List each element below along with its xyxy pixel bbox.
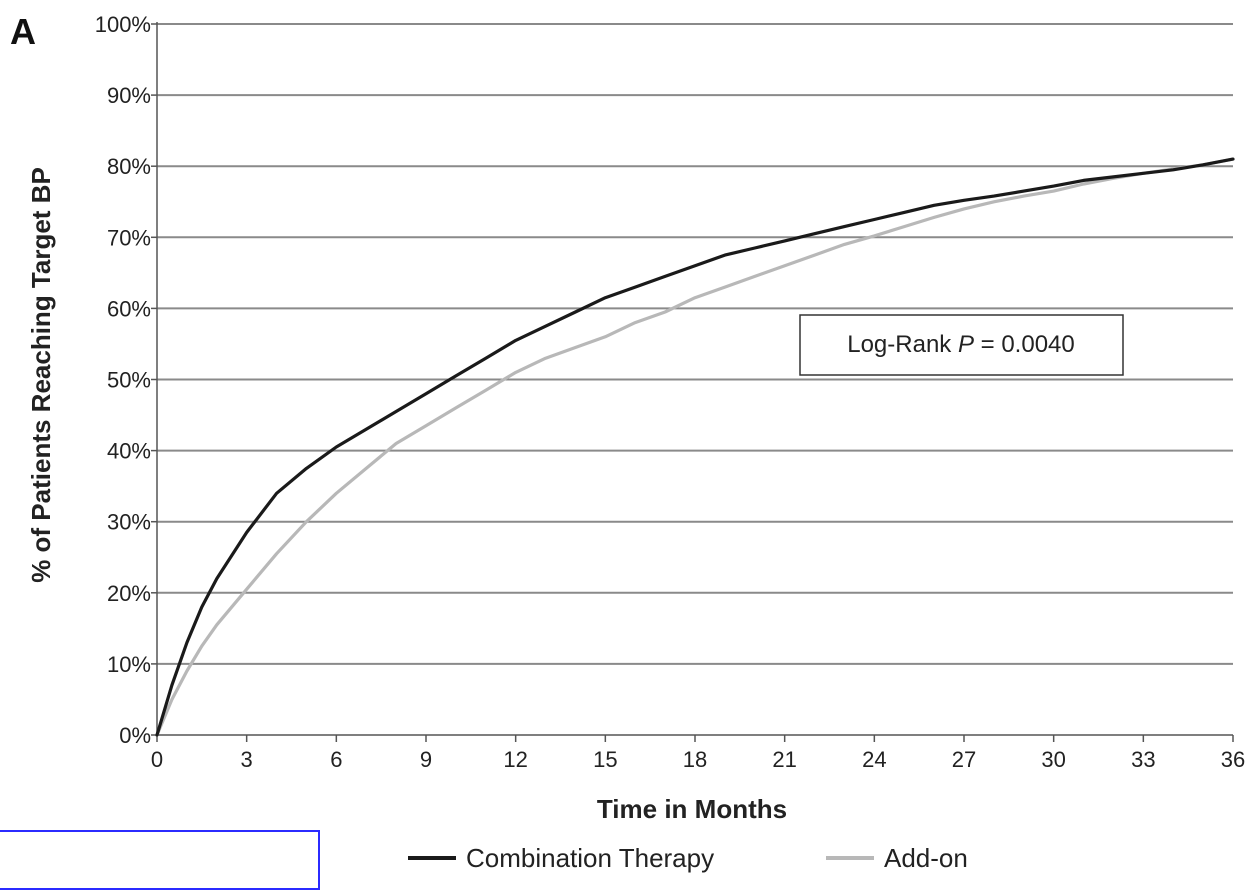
y-axis-title: % of Patients Reaching Target BP [26,167,56,583]
tick-labels: 0%10%20%30%40%50%60%70%80%90%100%0 3 6 9 12 1… [95,12,1246,772]
y-tick-label: 80% [107,154,151,179]
annotation-text: Log-Rank P = 0.0040 [847,331,1075,358]
x-tick-label: 3 [241,747,253,772]
annotation-prefix: Log-Rank [847,331,958,358]
legend-item-addon: Add-on [826,843,968,873]
y-tick-label: 10% [107,652,151,677]
x-tick-label: 24 [862,747,886,772]
x-tick-label: 21 [772,747,796,772]
legend-item-combination: Combination Therapy [408,843,714,873]
x-tick-label: 9 [420,747,432,772]
x-tick-label: 15 [593,747,617,772]
y-tick-label: 70% [107,225,151,250]
grid-lines [157,23,1233,665]
legend-label-combination: Combination Therapy [466,843,714,873]
y-tick-label: 50% [107,368,151,393]
x-tick-label: 6 [330,747,342,772]
annotation-frame [799,314,1124,376]
legend: Combination Therapy Add-on [408,843,968,873]
y-tick-label: 30% [107,510,151,535]
x-tick-label: 36 [1221,747,1245,772]
y-tick-label: 100% [95,12,151,37]
y-tick-label: 90% [107,83,151,108]
x-axis-title: Time in Months [597,794,787,824]
y-tick-label: 60% [107,296,151,321]
panel-label: A [10,11,36,52]
series-line-combination-therapy [155,157,1235,737]
series-lines [155,157,1235,737]
x-tick-label: 12 [503,747,527,772]
annotation-box: Log-Rank P = 0.0040 [799,314,1124,376]
y-tick-label: 40% [107,439,151,464]
y-tick-label: 20% [107,581,151,606]
annotation-value: = 0.0040 [974,331,1075,358]
series-line-add-on [155,157,1235,737]
x-tick-label: 0 [151,747,163,772]
x-tick-label: 18 [683,747,707,772]
x-tick-label: 30 [1041,747,1065,772]
y-tick-label: 0% [119,723,151,748]
selection-box [0,830,320,890]
annotation-p-symbol: P [958,331,974,358]
axes [151,22,1234,742]
legend-label-addon: Add-on [884,843,968,873]
x-tick-label: 33 [1131,747,1155,772]
x-tick-label: 27 [952,747,976,772]
